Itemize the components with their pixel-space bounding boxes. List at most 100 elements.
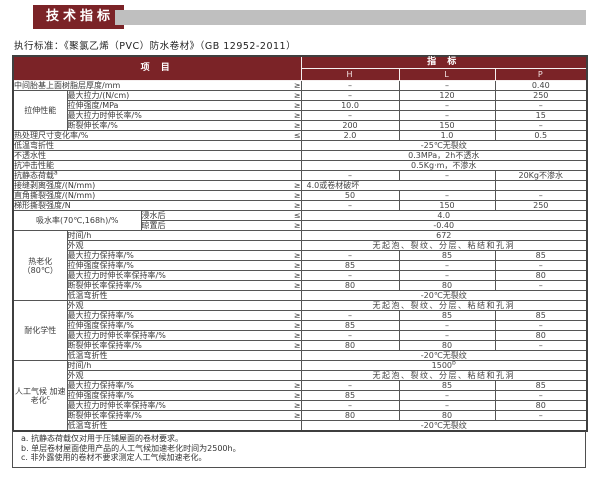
group-label: 拉伸性能 [12,90,68,131]
item-label: 外观 [66,300,302,311]
value-cell: – [494,280,588,291]
value-cell: – [398,320,496,331]
item-label: ≥ 中间胎基上面树脂层厚度/mm [12,80,302,91]
value-cell: – [300,200,400,211]
header-band: 技术指标 [0,5,600,29]
table-row: 人工气候 加速老化c 时间/h 1500b [12,360,588,432]
value-cell: 80 [300,340,400,351]
item-label: ≥ 断裂伸长率保持率/% [66,410,302,421]
comparison-symbol: ≥ [293,201,301,210]
item-label: ≥ 最大拉力时伸长率保持率/% [66,270,302,281]
value-cell: – [494,390,588,401]
value-cell: 672 [300,230,588,241]
item-label: ≥ 晾置后 [140,220,302,231]
item-label: ≥ 最大拉力时伸长率保持率/% [66,400,302,411]
value-cell: 80 [494,400,588,411]
table-row: ≥ 断裂伸长率保持率/% 80 80– [13,410,588,421]
header-col-l: L [398,68,496,81]
table-row: ≥ 最大拉力保持率/% –85 85 [13,310,588,321]
value-cell: 85 [398,250,496,261]
item-label: ≥ 最大拉力时伸长率/% [66,110,302,121]
table-row: ≥ 最大拉力时伸长率保持率/% – –80 [13,400,588,411]
table-row: 不透水性 0.3MPa，2h不透水 [12,150,588,161]
value-cell: 无起泡、裂纹、分层、粘结和孔洞 [300,370,588,381]
value-cell: – [494,410,588,421]
value-cell: 150 [398,120,496,131]
comparison-symbol: ≥ [293,111,301,120]
comparison-symbol: ≥ [293,401,301,410]
comparison-symbol: ≤ [293,211,301,220]
value-cell: – [300,400,400,411]
value-cell: – [398,100,496,111]
spec-table: 项 目 指 标 H L P ≥ 中间胎基上面树脂层厚度/mm – –0.40 拉伸性能 ≥… [12,55,588,432]
item-label: ≥ 拉伸强度保持率/% [66,320,302,331]
value-cell: 85 [300,320,400,331]
item-label: 低温弯折性 [66,420,302,432]
item-label: ≥ 最大拉力保持率/% [66,380,302,391]
group-label: 热老化 （80℃） [12,230,68,301]
item-label: ≥ 梯形撕裂强度/N [12,200,302,211]
value-cell: – [300,270,400,281]
value-cell: 0.5 [494,130,588,141]
comparison-symbol: ≥ [293,331,301,340]
value-cell: – [398,330,496,341]
value-cell: 0.40 [494,80,588,91]
value-cell: 85 [494,250,588,261]
comparison-symbol: ≥ [293,121,301,130]
item-label: ≥ 断裂伸长率保持率/% [66,280,302,291]
comparison-symbol: ≥ [293,251,301,260]
table-header-row: 项 目 指 标 [12,55,588,81]
value-cell: – [300,170,400,181]
value-cell: -20℃无裂纹 [300,350,588,361]
comparison-symbol: ≥ [293,191,301,200]
value-cell: 1.0 [398,130,496,141]
comparison-symbol: ≥ [293,311,301,320]
value-cell: 20Kg不渗水 [494,170,588,181]
value-cell: -0.40 [300,220,588,231]
item-label: 低温弯折性 [66,290,302,301]
value-cell: 85 [398,380,496,391]
item-label: ≤ 热处理尺寸变化率/% [12,130,302,141]
item-label: ≥ 接缝剥离强度/(N/mm) [12,180,302,191]
table-row: ≥ 直角撕裂强度/(N/mm) 50– – [12,190,588,201]
table-row: ≥ 拉伸强度/MPa 10.0– – [13,100,588,111]
table-row: 低温弯折性 -20℃无裂纹 [13,420,588,432]
comparison-symbol: ≥ [293,411,301,420]
value-cell: 250 [494,200,588,211]
value-cell: 1500b [300,360,588,371]
value-cell: 4.0 [300,210,588,221]
comparison-symbol: ≥ [293,181,301,190]
value-cell: – [494,340,588,351]
value-cell: -25℃无裂纹 [300,140,588,151]
value-cell: 4.0或卷材破坏 [300,180,496,191]
value-cell: – [398,400,496,411]
table-row: ≥ 拉伸强度保持率/% 85– – [13,390,588,401]
page-title: 技术指标 [33,5,125,29]
comparison-symbol: ≥ [293,381,301,390]
value-cell: – [398,390,496,401]
table-row: ≥ 最大拉力时伸长率保持率/% – –80 [13,270,588,281]
item-label: 低温弯折性 [12,140,302,151]
value-cell: -20℃无裂纹 [300,420,588,432]
value-cell: 200 [300,120,400,131]
item-label: ≥ 拉伸强度/MPa [66,100,302,111]
table-row: 低温弯折性 -25℃无裂纹 [12,140,588,151]
value-cell: – [398,110,496,121]
value-cell: 80 [300,280,400,291]
value-cell: 无起泡、裂纹、分层、粘结和孔洞 [300,240,588,251]
comparison-symbol: ≥ [293,271,301,280]
table-row: ≥ 断裂伸长率保持率/% 80 80– [13,340,588,351]
table-row: 吸水率(70℃,168h)/% ≤ 浸水后 4.0 [12,210,588,231]
item-label: ≥ 断裂伸长率保持率/% [66,340,302,351]
value-cell: – [300,80,400,91]
value-cell: 10.0 [300,100,400,111]
value-cell: – [494,260,588,271]
comparison-symbol: ≥ [293,321,301,330]
standard-reference: 执行标准：《聚氯乙烯（PVC）防水卷材》（GB 12952-2011） [14,41,297,52]
value-cell: 250 [494,90,588,101]
table-row: ≥ 梯形撕裂强度/N –150 250 [12,200,588,211]
value-cell: 85 [494,380,588,391]
value-cell: 80 [300,410,400,421]
header-col-p: P [494,68,588,81]
